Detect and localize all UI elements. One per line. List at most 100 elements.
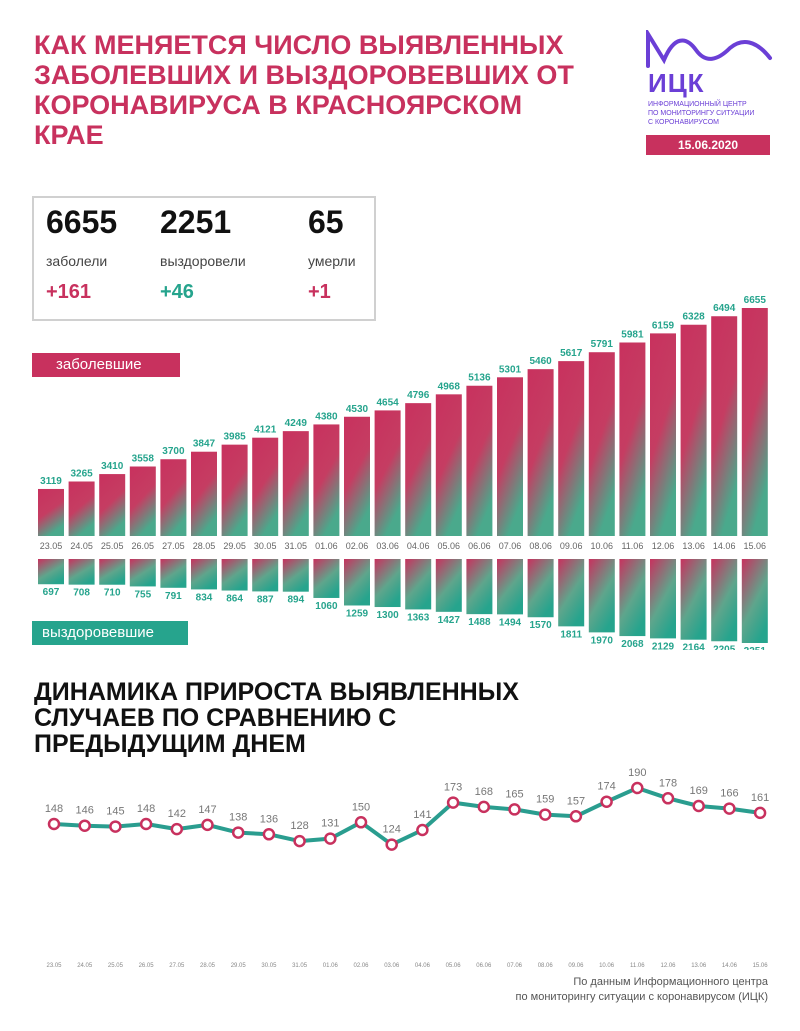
growth-value-label: 169 bbox=[690, 785, 708, 797]
recovered-value-label: 864 bbox=[226, 594, 243, 605]
stat-sick-value: 6655 bbox=[46, 204, 118, 240]
growth-point bbox=[538, 808, 552, 821]
sick-bar bbox=[741, 308, 768, 536]
date-label: 07.06 bbox=[499, 541, 522, 551]
stat-recovered-label: выздоровели bbox=[160, 253, 246, 269]
date-label: 11.06 bbox=[621, 541, 643, 551]
date-label: 31.05 bbox=[285, 541, 308, 551]
sick-value-label: 5301 bbox=[499, 364, 522, 375]
date-label: 08.06 bbox=[529, 541, 552, 551]
growth-value-label: 138 bbox=[229, 812, 247, 824]
logo-sub-line: С КОРОНАВИРУСОМ bbox=[648, 119, 719, 126]
stat-recovered-value: 2251 bbox=[160, 204, 232, 240]
sick-value-label: 3119 bbox=[40, 476, 62, 487]
line-date-label: 09.06 bbox=[568, 963, 584, 969]
stat-recovered-delta: +46 bbox=[160, 281, 194, 303]
sick-value-label: 6494 bbox=[713, 303, 736, 314]
logo-text: ИЦК bbox=[648, 68, 705, 98]
sick-bar bbox=[160, 459, 187, 536]
sick-value-label: 3847 bbox=[193, 439, 216, 450]
sick-value-label: 4654 bbox=[376, 397, 399, 408]
line-date-label: 11.06 bbox=[630, 963, 645, 969]
growth-point bbox=[109, 820, 122, 833]
growth-point bbox=[416, 823, 429, 837]
logo-subtitle: ИНФОРМАЦИОННЫЙ ЦЕНТР ПО МОНИТОРИНГУ СИТУ… bbox=[648, 100, 778, 127]
growth-value-label: 165 bbox=[505, 788, 523, 800]
growth-value-label: 146 bbox=[76, 805, 94, 817]
stat-died-value: 65 bbox=[308, 204, 344, 240]
recovered-bar bbox=[99, 559, 126, 585]
recovered-value-label: 1363 bbox=[407, 612, 430, 623]
sick-value-label: 5981 bbox=[621, 329, 644, 340]
recovered-value-label: 1811 bbox=[560, 629, 582, 640]
growth-point bbox=[692, 799, 705, 813]
line-date-label: 03.06 bbox=[384, 963, 400, 969]
growth-value-label: 161 bbox=[751, 792, 769, 804]
line-date-label: 05.06 bbox=[446, 963, 462, 969]
growth-point bbox=[446, 796, 460, 809]
recovered-bar-label: выздоровевшие bbox=[32, 621, 188, 645]
growth-value-label: 147 bbox=[198, 804, 216, 816]
line-date-label: 04.06 bbox=[415, 963, 431, 969]
growth-point bbox=[477, 800, 491, 814]
date-label: 10.06 bbox=[591, 541, 614, 551]
main-title: КАК МЕНЯЕТСЯ ЧИСЛО ВЫЯВЛЕННЫХ ЗАБОЛЕВШИХ… bbox=[34, 30, 594, 150]
sick-value-label: 4530 bbox=[346, 404, 369, 415]
sick-bar bbox=[588, 352, 615, 536]
sick-bar bbox=[435, 394, 462, 536]
recovered-bars: 697 708 710 755 791 834 864 887 894 1060 1259 1300 1… bbox=[38, 559, 768, 650]
growth-point bbox=[262, 828, 276, 841]
sick-value-label: 4380 bbox=[315, 411, 338, 422]
sick-value-label: 3265 bbox=[70, 468, 93, 479]
stat-died-label: умерли bbox=[308, 253, 356, 269]
growth-value-label: 148 bbox=[137, 803, 155, 815]
title-line: КОРОНАВИРУСА В КРАСНОЯРСКОМ bbox=[34, 90, 523, 120]
sick-bar bbox=[497, 377, 523, 536]
growth-point bbox=[231, 826, 245, 839]
recovered-value-label: 755 bbox=[134, 589, 151, 600]
recovered-bar bbox=[527, 559, 554, 618]
recovered-value-label: 791 bbox=[165, 591, 182, 602]
recovered-bar bbox=[558, 559, 585, 627]
growth-point bbox=[324, 832, 337, 845]
sick-bar bbox=[282, 431, 309, 536]
recovered-bar bbox=[497, 559, 523, 615]
stat-sick-label: заболели bbox=[46, 253, 108, 269]
date-label: 09.06 bbox=[560, 541, 583, 551]
recovered-value-label: 2164 bbox=[682, 643, 705, 650]
sick-bar bbox=[99, 474, 126, 536]
sick-value-label: 3558 bbox=[132, 453, 155, 464]
line-date-label: 01.06 bbox=[323, 963, 339, 969]
recovered-bar bbox=[741, 559, 768, 643]
sick-bar bbox=[38, 488, 64, 536]
sick-value-label: 3700 bbox=[162, 446, 185, 457]
date-label: 04.06 bbox=[407, 541, 430, 551]
sick-bar bbox=[466, 385, 493, 536]
recovered-value-label: 834 bbox=[196, 592, 213, 603]
growth-value-label: 142 bbox=[168, 808, 186, 820]
recovered-value-label: 2205 bbox=[713, 644, 736, 650]
sick-value-label: 5136 bbox=[468, 373, 491, 384]
stat-sick: 6655 заболели +161 bbox=[46, 204, 117, 304]
recovered-bar bbox=[221, 559, 248, 591]
sick-value-label: 6655 bbox=[744, 295, 767, 306]
line-date-label: 13.06 bbox=[691, 963, 707, 969]
line-date-label: 30.05 bbox=[261, 963, 277, 969]
growth-line-path bbox=[53, 786, 761, 847]
growth-point bbox=[170, 822, 184, 836]
recovered-value-label: 2129 bbox=[652, 641, 675, 650]
recovered-bar bbox=[344, 559, 370, 606]
title-line: ЗАБОЛЕВШИХ И ВЫЗДОРОВЕВШИХ ОТ bbox=[34, 60, 574, 90]
date-label: 24.05 bbox=[70, 541, 93, 551]
growth-value-label: 150 bbox=[352, 801, 370, 813]
date-label: 13.06 bbox=[682, 541, 705, 551]
recovered-bar bbox=[711, 559, 738, 642]
recovered-bar bbox=[619, 559, 646, 637]
growth-value-label: 159 bbox=[536, 794, 554, 806]
stat-died: 65 умерли +1 bbox=[308, 204, 356, 304]
title-line: КАК МЕНЯЕТСЯ ЧИСЛО ВЫЯВЛЕННЫХ bbox=[34, 30, 564, 60]
recovered-bar bbox=[160, 559, 187, 588]
sick-value-label: 4249 bbox=[285, 418, 308, 429]
icc-logo-icon bbox=[646, 30, 772, 68]
line-date-label: 10.06 bbox=[599, 963, 615, 969]
